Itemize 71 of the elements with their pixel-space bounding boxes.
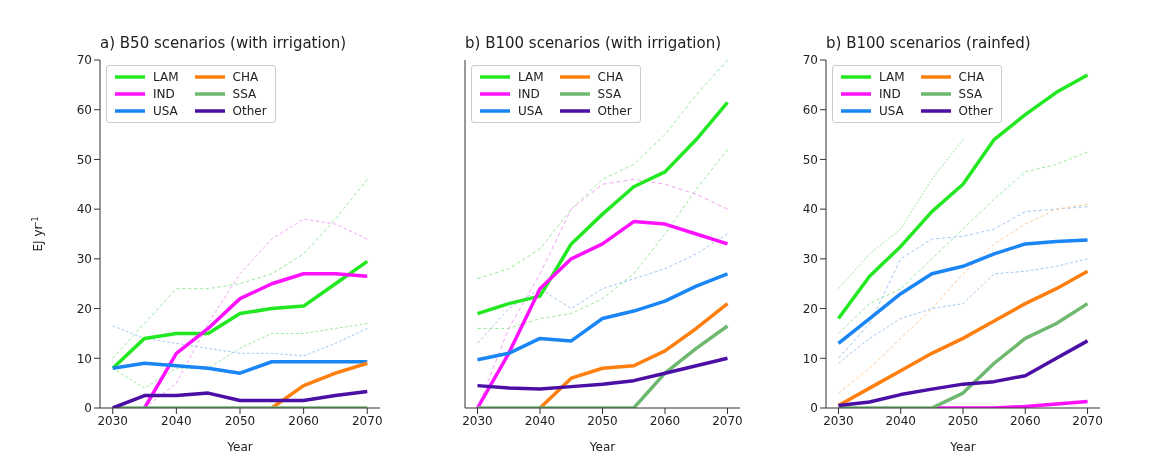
x-tick-label: 2050: [587, 413, 618, 428]
legend-label: CHA: [232, 70, 259, 84]
chart-title: b) B100 scenarios (rainfed): [826, 34, 1031, 52]
x-tick-label: 2060: [288, 413, 319, 428]
x-tick-label: 2050: [224, 413, 256, 428]
y-tick-label: 40: [76, 202, 92, 217]
y-tick-label: 10: [802, 351, 818, 366]
x-tick-label: 2030: [462, 413, 493, 428]
line-series: [837, 206, 1089, 359]
y-tick-label: 0: [84, 401, 92, 416]
y-tick-label: 30: [76, 252, 92, 267]
line-series: [112, 325, 368, 357]
y-tick-label: 70: [802, 53, 818, 68]
chart-title: a) B50 scenarios (with irrigation): [100, 34, 347, 52]
y-tick-label: 60: [76, 102, 92, 117]
legend-label: IND: [153, 87, 175, 101]
y-tick-label: 60: [802, 102, 818, 117]
legend-label: USA: [518, 104, 543, 118]
line-series: [836, 73, 1090, 321]
x-axis-title: Year: [226, 440, 253, 454]
chart-title: b) B100 scenarios (with irrigation): [465, 34, 722, 52]
line-series: [110, 259, 370, 370]
line-series: [836, 238, 1090, 346]
y-tick-label: 20: [802, 301, 818, 316]
y-tick-label: 10: [76, 351, 92, 366]
line-series: [112, 178, 368, 359]
legend-label: USA: [153, 104, 178, 118]
legend-label: SSA: [232, 87, 257, 101]
x-tick-label: 2030: [97, 413, 128, 428]
legend-label: LAM: [879, 70, 905, 84]
y-tick-label: 50: [76, 152, 92, 167]
legend-label: SSA: [958, 87, 983, 101]
x-tick-label: 2040: [524, 413, 556, 428]
legend-label: CHA: [597, 70, 624, 84]
y-tick-label: 70: [76, 53, 92, 68]
line-series: [110, 360, 370, 375]
line-series: [142, 272, 370, 408]
y-tick-label: 0: [810, 401, 818, 416]
y-tick-label: 50: [802, 152, 818, 167]
x-tick-label: 2070: [712, 413, 743, 428]
x-axis-title: Year: [949, 440, 976, 454]
legend-label: Other: [597, 104, 632, 118]
y-tick-label: 30: [802, 252, 818, 267]
legend-label: CHA: [958, 70, 985, 84]
legend-label: IND: [518, 87, 540, 101]
y-tick-label: 40: [802, 202, 818, 217]
legend-label: Other: [232, 104, 267, 118]
legend-label: IND: [879, 87, 901, 101]
x-axis-title: Year: [588, 440, 616, 454]
legend-label: LAM: [518, 70, 544, 84]
x-tick-label: 2060: [1010, 413, 1041, 428]
legend-label: Other: [958, 104, 993, 118]
line-series: [270, 361, 370, 408]
x-tick-label: 2040: [161, 413, 192, 428]
legend-label: SSA: [597, 87, 622, 101]
legend-label: USA: [879, 104, 904, 118]
x-tick-label: 2050: [947, 413, 979, 428]
line-series: [837, 258, 1089, 364]
line-series: [110, 389, 370, 408]
y-tick-label: 20: [76, 301, 92, 316]
line-series: [837, 139, 964, 290]
x-tick-label: 2030: [823, 413, 854, 428]
x-tick-label: 2070: [1072, 413, 1103, 428]
legend-label: LAM: [153, 70, 179, 84]
line-series: [836, 339, 1090, 408]
line-series: [837, 203, 1089, 394]
line-series: [837, 151, 1089, 334]
x-tick-label: 2040: [885, 413, 916, 428]
line-series: [836, 301, 1090, 408]
x-tick-label: 2070: [352, 413, 383, 428]
x-tick-label: 2060: [649, 413, 681, 428]
